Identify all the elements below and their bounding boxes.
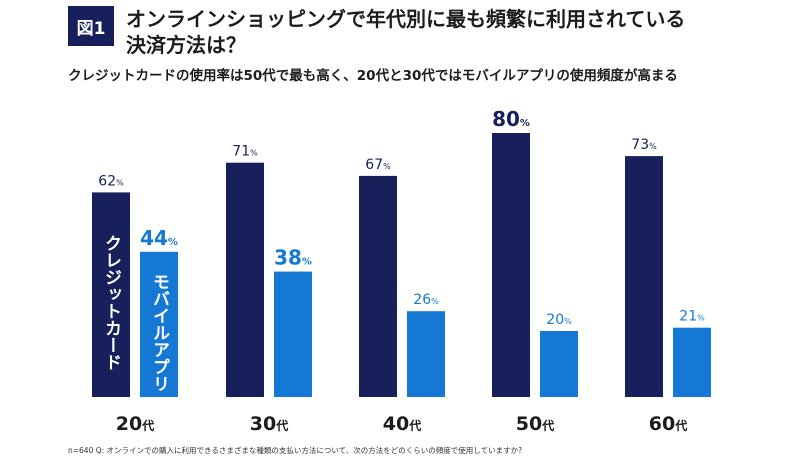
category-label-1: 30代: [250, 413, 288, 435]
chart-title-line-2: 決済方法は？: [126, 33, 246, 57]
data-label-mobile-0: 44%: [140, 226, 178, 250]
chart-subtitle: クレジットカードの使用率は50代で最も高く、20代と30代ではモバイルアプリの使…: [68, 68, 678, 84]
series-name-credit: クレジットカード: [101, 235, 121, 371]
data-label-mobile-2: 26%: [413, 292, 439, 308]
category-label-2: 40代: [383, 413, 421, 435]
data-label-mobile-1: 38%: [274, 246, 312, 270]
bar-mobile-2: [407, 311, 445, 397]
category-label-3: 50代: [516, 413, 554, 435]
data-label-mobile-3: 20%: [546, 312, 572, 328]
figure-badge: 図1: [68, 6, 114, 46]
bar-mobile-3: [540, 331, 578, 397]
data-label-credit-2: 67%: [365, 157, 391, 173]
bar-credit-3: [492, 133, 530, 397]
data-label-credit-0: 62%: [98, 173, 124, 189]
category-label-0: 20代: [116, 413, 154, 435]
series-name-mobile: モバイルアプリ: [149, 273, 170, 392]
bar-credit-1: [226, 162, 264, 397]
chart-title-line-1: オンラインショッピングで年代別に最も頻繁に利用されている: [126, 7, 686, 31]
bar-credit-0: [92, 192, 130, 397]
bar-credit-2: [359, 175, 397, 397]
bar-credit-4: [625, 156, 663, 397]
chart-title: オンラインショッピングで年代別に最も頻繁に利用されている 決済方法は？: [126, 6, 746, 58]
data-label-credit-4: 73%: [631, 137, 657, 153]
category-label-4: 60代: [649, 413, 687, 435]
bar-mobile-1: [274, 271, 312, 397]
bar-mobile-0: [140, 251, 178, 397]
data-label-mobile-4: 21%: [679, 309, 705, 325]
data-label-credit-1: 71%: [232, 144, 258, 160]
bar-chart: 62% 44% 20代 71% 38% 30代 67% 26% 40代 80% 20% 50代 73% 2…: [92, 107, 711, 435]
data-label-credit-3: 80%: [492, 107, 530, 131]
footnote: n=640 Q: オンラインでの購入に利用できるさまざまな種類の支払い方法につい…: [68, 446, 523, 455]
bar-mobile-4: [673, 327, 711, 397]
